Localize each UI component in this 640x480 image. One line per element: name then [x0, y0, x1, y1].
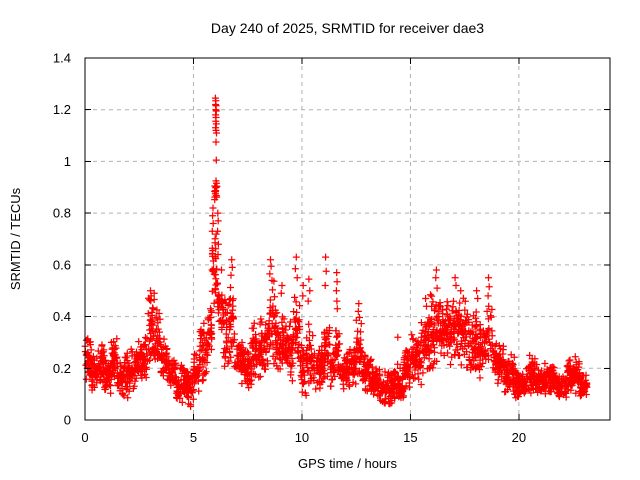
scatter-points — [81, 94, 591, 410]
y-tick-label: 0 — [64, 413, 71, 428]
y-tick-label: 0.8 — [53, 206, 71, 221]
axis-tick-marks — [84, 57, 610, 421]
chart-title: Day 240 of 2025, SRMTID for receiver dae… — [211, 20, 484, 36]
y-axis-tick-labels: 0 0.2 0.4 0.6 0.8 1 1.2 1.4 — [53, 51, 71, 428]
y-tick-label: 1.4 — [53, 51, 71, 66]
x-tick-label: 15 — [403, 430, 417, 445]
y-tick-label: 0.6 — [53, 257, 71, 272]
x-tick-label: 5 — [190, 430, 197, 445]
x-axis-label: GPS time / hours — [298, 456, 397, 471]
y-tick-label: 0.4 — [53, 309, 71, 324]
y-tick-label: 0.2 — [53, 361, 71, 376]
x-tick-label: 20 — [512, 430, 526, 445]
y-axis-label: SRMTID / TECUs — [8, 187, 23, 290]
plot-border — [84, 57, 611, 421]
x-tick-label: 10 — [295, 430, 309, 445]
x-tick-label: 0 — [81, 430, 88, 445]
x-axis-tick-labels: 0 5 10 15 20 — [81, 430, 526, 445]
y-tick-label: 1.2 — [53, 102, 71, 117]
y-tick-label: 1 — [64, 154, 71, 169]
